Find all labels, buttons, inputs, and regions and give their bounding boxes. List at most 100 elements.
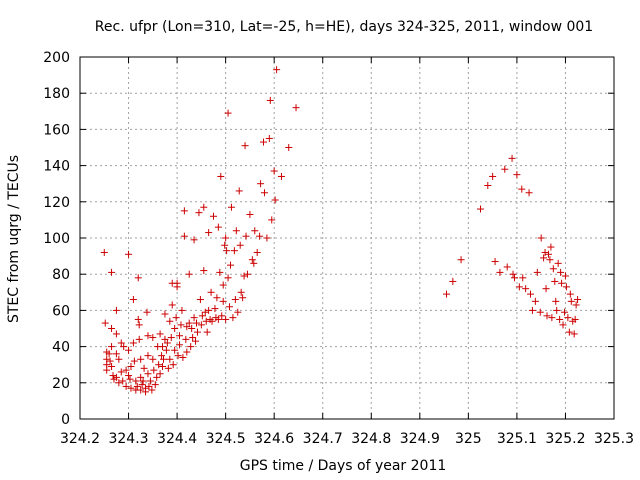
data-point-plus-marker	[216, 268, 224, 276]
data-point-plus-marker	[115, 379, 123, 387]
data-point-plus-marker	[142, 384, 150, 392]
data-point-plus-marker	[205, 306, 213, 314]
data-point-plus-marker	[266, 96, 274, 104]
data-point-plus-marker	[277, 172, 285, 180]
data-point-plus-marker	[138, 381, 146, 389]
data-point-plus-marker	[250, 259, 258, 267]
data-point-plus-marker	[190, 236, 198, 244]
data-point-plus-marker	[156, 330, 164, 338]
data-point-plus-marker	[101, 319, 109, 327]
data-point-plus-marker	[560, 308, 568, 316]
y-tick-label: 140	[43, 159, 70, 175]
data-point-plus-marker	[543, 312, 551, 320]
data-point-plus-marker	[180, 232, 188, 240]
data-point-plus-marker	[109, 372, 117, 380]
data-point-plus-marker	[112, 330, 120, 338]
x-tick-label: 325	[455, 431, 482, 447]
data-point-plus-marker	[501, 165, 509, 173]
data-point-plus-marker	[179, 353, 187, 361]
data-point-plus-marker	[190, 314, 198, 322]
data-point-plus-marker	[240, 272, 248, 280]
data-point-plus-marker	[112, 306, 120, 314]
data-point-plus-marker	[206, 315, 214, 323]
data-point-plus-marker	[236, 241, 244, 249]
y-tick-label: 180	[43, 86, 70, 102]
data-point-plus-marker	[243, 270, 251, 278]
data-point-plus-marker	[257, 180, 265, 188]
data-point-plus-marker	[169, 361, 177, 369]
data-point-plus-marker	[210, 212, 217, 220]
x-tick-label: 325.3	[594, 431, 634, 447]
data-point-plus-marker	[125, 250, 133, 258]
data-point-plus-marker	[176, 332, 184, 340]
data-point-plus-marker	[119, 377, 127, 385]
data-point-plus-marker	[129, 339, 137, 347]
data-point-plus-marker	[260, 189, 268, 197]
data-point-plus-marker	[187, 343, 195, 351]
data-point-plus-marker	[133, 382, 141, 390]
data-point-plus-marker	[185, 270, 193, 278]
x-tick-label: 324.7	[303, 431, 343, 447]
data-point-plus-marker	[221, 241, 229, 249]
data-point-plus-marker	[174, 352, 182, 360]
data-point-plus-marker	[171, 346, 179, 354]
data-point-plus-marker	[130, 357, 138, 365]
data-point-plus-marker	[140, 364, 148, 372]
data-point-plus-marker	[218, 312, 226, 320]
data-point-plus-marker	[197, 321, 205, 329]
data-point-plus-marker	[508, 154, 516, 162]
data-point-plus-marker	[510, 274, 518, 282]
data-point-plus-marker	[537, 234, 545, 242]
data-point-plus-marker	[213, 294, 221, 302]
data-point-plus-marker	[496, 268, 504, 276]
data-point-plus-marker	[144, 370, 152, 378]
data-point-plus-marker	[103, 366, 111, 374]
data-point-plus-marker	[540, 254, 548, 262]
data-point-plus-marker	[271, 196, 279, 204]
data-point-plus-marker	[120, 343, 128, 351]
data-point-plus-marker	[219, 281, 227, 289]
data-point-plus-marker	[558, 279, 566, 287]
x-tick-label: 324.4	[157, 431, 197, 447]
data-point-plus-marker	[106, 357, 114, 365]
data-point-plus-marker	[566, 290, 574, 298]
data-point-plus-marker	[528, 306, 536, 314]
data-point-plus-marker	[541, 248, 549, 256]
data-point-plus-marker	[159, 355, 167, 363]
data-point-plus-marker	[112, 350, 120, 358]
data-point-plus-marker	[229, 314, 237, 322]
data-point-plus-marker	[263, 234, 271, 242]
data-point-plus-marker	[143, 308, 151, 316]
data-point-plus-marker	[246, 210, 254, 218]
y-axis-label: STEC from uqrg / TECUs	[6, 155, 22, 323]
data-point-plus-marker	[211, 305, 219, 313]
data-point-plus-marker	[127, 384, 135, 392]
data-point-plus-marker	[151, 381, 159, 389]
data-point-plus-marker	[155, 361, 163, 369]
data-point-plus-marker	[167, 334, 175, 342]
data-point-plus-marker	[150, 366, 158, 374]
data-point-plus-marker	[183, 348, 191, 356]
data-point-plus-marker	[205, 229, 213, 237]
x-tick-label: 324.5	[206, 431, 246, 447]
data-point-plus-marker	[273, 66, 281, 74]
data-point-plus-marker	[137, 373, 145, 381]
data-point-plus-marker	[548, 314, 556, 322]
data-point-plus-marker	[268, 216, 276, 224]
y-tick-label: 80	[52, 267, 70, 283]
data-point-plus-marker	[547, 243, 555, 251]
x-tick-label: 325.2	[545, 431, 585, 447]
data-point-plus-marker	[248, 256, 256, 264]
data-point-plus-marker	[484, 182, 492, 190]
x-axis-label: GPS time / Days of year 2011	[240, 458, 447, 474]
y-tick-label: 200	[43, 50, 70, 66]
data-point-plus-marker	[125, 372, 133, 380]
data-point-plus-marker	[134, 315, 142, 323]
data-point-plus-marker	[222, 315, 230, 323]
data-point-plus-marker	[127, 363, 135, 371]
data-point-plus-marker	[256, 232, 264, 240]
data-point-plus-marker	[554, 259, 562, 267]
data-point-plus-marker	[166, 317, 174, 325]
data-point-plus-marker	[198, 312, 206, 320]
